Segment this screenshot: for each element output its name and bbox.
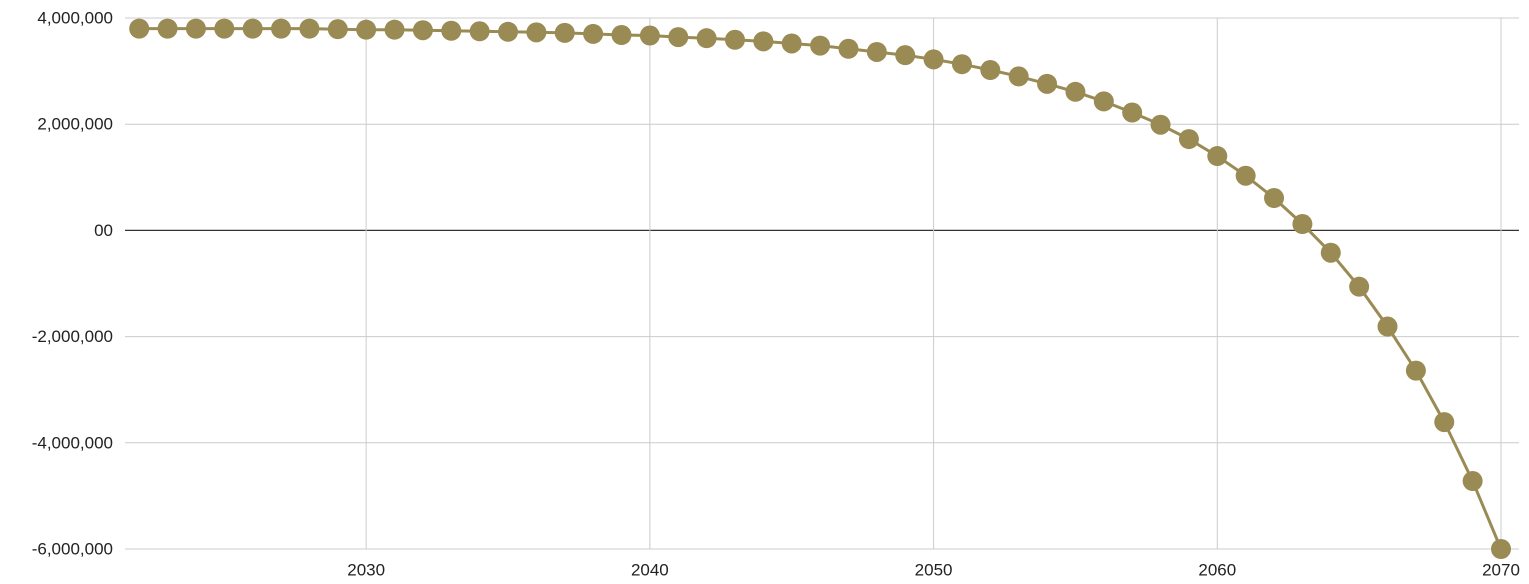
x-axis: 2030 2040 2050 2060 2070 xyxy=(347,561,1520,580)
data-point xyxy=(668,27,689,48)
data-point xyxy=(980,60,1001,81)
data-point xyxy=(951,54,972,75)
data-point xyxy=(1037,73,1058,94)
data-point xyxy=(1377,316,1398,337)
data-points xyxy=(129,18,1511,559)
data-point xyxy=(1491,539,1511,559)
data-point xyxy=(781,33,802,54)
data-point xyxy=(1349,276,1370,297)
data-point xyxy=(1178,129,1199,150)
data-point xyxy=(866,41,887,62)
data-point xyxy=(129,18,150,39)
x-tick-label: 2070 xyxy=(1482,561,1520,580)
data-point xyxy=(1122,102,1143,123)
data-point xyxy=(1065,81,1086,102)
data-point xyxy=(526,22,547,43)
y-tick-label: 00 xyxy=(94,221,113,240)
data-point xyxy=(412,20,433,41)
data-point xyxy=(724,29,745,50)
data-point xyxy=(895,45,916,66)
data-point xyxy=(1405,360,1426,381)
data-point xyxy=(838,38,859,59)
data-point xyxy=(1008,66,1029,87)
x-tick-label: 2050 xyxy=(915,561,953,580)
data-point xyxy=(1150,114,1171,135)
data-point xyxy=(810,35,831,56)
y-axis: 4,000,000 2,000,000 00 -2,000,000 -4,000,000… xyxy=(32,9,113,559)
data-point xyxy=(498,21,519,42)
data-point xyxy=(242,18,263,39)
x-tick-label: 2040 xyxy=(631,561,669,580)
data-point xyxy=(441,20,462,41)
data-point xyxy=(469,21,490,42)
data-point xyxy=(185,18,206,39)
grid xyxy=(125,17,1519,550)
data-point xyxy=(1207,146,1228,167)
data-point xyxy=(1434,412,1455,433)
data-point xyxy=(384,19,405,40)
data-point xyxy=(1462,471,1483,492)
y-tick-label: -4,000,000 xyxy=(32,433,113,452)
y-tick-label: 2,000,000 xyxy=(37,115,113,134)
data-point xyxy=(1264,188,1285,209)
data-point xyxy=(753,31,774,52)
y-tick-label: 4,000,000 xyxy=(37,9,113,28)
x-tick-label: 2030 xyxy=(347,561,385,580)
data-point xyxy=(554,22,575,43)
data-point xyxy=(583,23,604,44)
data-point xyxy=(696,28,717,49)
data-point xyxy=(1320,242,1341,263)
data-point xyxy=(639,25,660,46)
data-point xyxy=(356,19,377,40)
data-point xyxy=(327,19,348,40)
data-point xyxy=(1292,214,1313,235)
data-point xyxy=(299,18,320,39)
data-point xyxy=(214,18,235,39)
data-point xyxy=(271,18,292,39)
series-line xyxy=(139,27,1503,550)
y-tick-label: -2,000,000 xyxy=(32,327,113,346)
y-tick-label: -6,000,000 xyxy=(32,540,113,559)
data-point xyxy=(923,49,944,70)
data-point xyxy=(157,18,178,39)
data-point xyxy=(1235,165,1256,186)
data-point xyxy=(1093,91,1114,112)
x-tick-label: 2060 xyxy=(1198,561,1236,580)
data-point xyxy=(611,24,632,45)
